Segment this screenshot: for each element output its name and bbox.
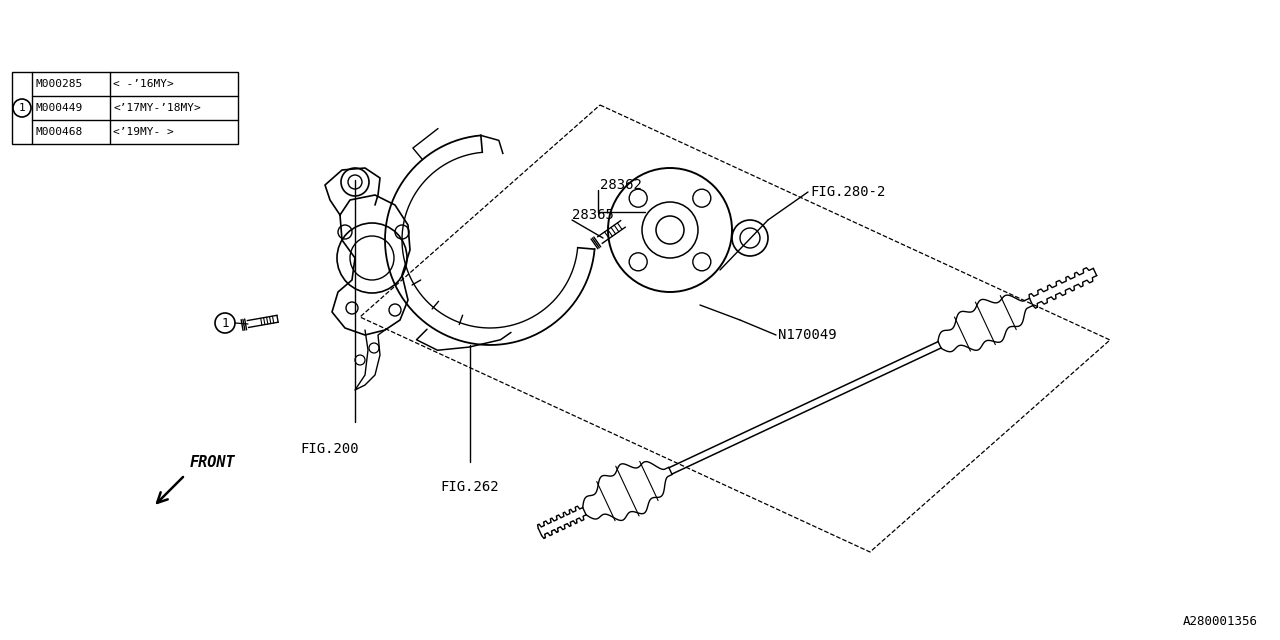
Text: < -’16MY>: < -’16MY> (113, 79, 174, 89)
Text: A280001356: A280001356 (1183, 615, 1258, 628)
Text: FIG.280-2: FIG.280-2 (810, 185, 886, 199)
Text: FIG.262: FIG.262 (440, 480, 499, 494)
Text: M000468: M000468 (35, 127, 82, 137)
Text: 28362: 28362 (600, 178, 641, 192)
Text: 1: 1 (19, 103, 26, 113)
Text: 28365: 28365 (572, 208, 614, 222)
Text: <’19MY- >: <’19MY- > (113, 127, 174, 137)
Bar (12, 72, 238, 144)
Text: 1: 1 (221, 317, 229, 330)
Text: FIG.200: FIG.200 (301, 442, 360, 456)
Text: M000285: M000285 (35, 79, 82, 89)
Text: M000449: M000449 (35, 103, 82, 113)
Text: FRONT: FRONT (189, 455, 236, 470)
Text: N170049: N170049 (778, 328, 837, 342)
Text: <’17MY-’18MY>: <’17MY-’18MY> (113, 103, 201, 113)
